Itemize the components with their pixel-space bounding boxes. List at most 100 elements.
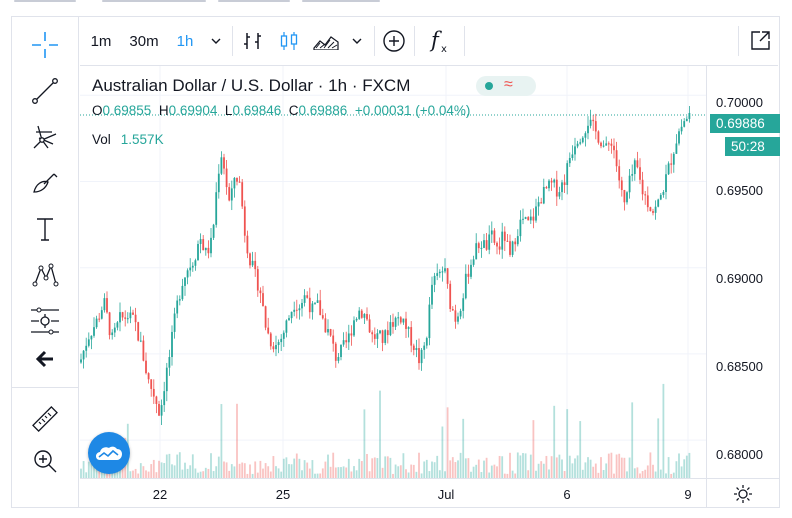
candle-body <box>139 340 142 342</box>
volume-bar <box>579 421 582 478</box>
volume-bar <box>251 473 254 478</box>
area-chart-button[interactable] <box>310 17 342 65</box>
price-chart[interactable] <box>80 66 706 478</box>
symbol-title[interactable]: Australian Dollar / U.S. Dollar · 1h · F… <box>92 76 411 95</box>
candle-body <box>275 345 277 350</box>
tradingview-logo[interactable] <box>88 432 130 474</box>
volume-bar <box>444 471 446 478</box>
candle-body <box>332 335 335 344</box>
bar-chart-button[interactable] <box>238 17 268 65</box>
volume-bar <box>243 463 246 478</box>
candle-body <box>124 317 127 319</box>
volume-bar <box>542 463 545 478</box>
interval-dropdown[interactable] <box>204 17 228 65</box>
ruler-tool[interactable] <box>12 399 78 439</box>
pattern-icon <box>32 263 59 287</box>
candle-body <box>82 350 85 360</box>
volume-bar <box>82 461 85 478</box>
candle-body <box>194 260 197 266</box>
volume-bar <box>662 383 665 478</box>
volume-bar <box>353 466 355 478</box>
candle-body <box>217 173 220 193</box>
volume-bar <box>496 466 498 478</box>
interval-30m[interactable]: 30m <box>122 17 166 65</box>
volume-bar <box>371 458 374 478</box>
brush-tool[interactable] <box>12 163 78 203</box>
sidebar-divider <box>12 387 78 388</box>
candle-body <box>514 241 517 245</box>
volume-bar <box>264 463 267 478</box>
volume-bar <box>207 468 210 478</box>
volume-bar <box>451 457 454 478</box>
candle-body <box>462 298 465 311</box>
time-axis-label: 25 <box>275 487 291 502</box>
volume-bar <box>675 461 678 478</box>
candle-body <box>558 192 561 197</box>
candle-body <box>384 330 387 343</box>
volume-bar <box>269 471 272 478</box>
volume-bar <box>633 468 636 478</box>
zoom-tool[interactable] <box>12 441 78 481</box>
volume-bar <box>623 457 626 478</box>
crosshair-tool[interactable] <box>12 25 78 65</box>
fullscreen-button[interactable] <box>742 17 778 65</box>
interval-1h[interactable]: 1h <box>168 17 202 65</box>
candles-button[interactable] <box>274 17 304 65</box>
volume-bar <box>238 463 241 478</box>
candle-body <box>111 332 114 336</box>
volume-bar <box>459 452 462 478</box>
candle-body <box>540 202 543 204</box>
candle-body <box>207 247 210 254</box>
interval-1m[interactable]: 1m <box>84 17 118 65</box>
candle-body <box>90 335 93 340</box>
candle-body <box>574 146 576 155</box>
toolbar-divider <box>738 26 739 56</box>
volume-bar <box>171 464 173 478</box>
chart-settings-button[interactable] <box>706 478 779 508</box>
toolbar-divider <box>232 26 233 56</box>
candle-body <box>659 194 662 200</box>
volume-bar <box>241 462 244 478</box>
time-axis[interactable] <box>80 478 706 508</box>
chart-type-dropdown[interactable] <box>346 17 368 65</box>
candle-body <box>683 121 686 127</box>
text-tool[interactable] <box>12 209 78 249</box>
candle-body <box>532 216 535 221</box>
pattern-tool[interactable] <box>12 255 78 295</box>
candle-body <box>228 187 231 201</box>
volume-bar <box>574 458 576 478</box>
volume-bar <box>522 453 524 478</box>
candle-body <box>587 125 589 134</box>
volume-bar <box>295 453 298 478</box>
volume-bar <box>506 473 509 478</box>
candle-body <box>363 313 366 318</box>
price-axis[interactable] <box>706 66 779 478</box>
candle-body <box>264 306 267 328</box>
volume-bar <box>618 453 621 478</box>
measure-levels-tool[interactable] <box>12 301 78 341</box>
volume-bar <box>168 453 171 478</box>
volume-bar <box>233 466 236 478</box>
volume-bars <box>80 383 691 478</box>
volume-bar <box>441 426 444 478</box>
candle-body <box>610 143 613 146</box>
compare-button[interactable] <box>378 17 410 65</box>
market-status-badge: ≈ <box>476 76 536 96</box>
brush-icon <box>33 173 58 193</box>
candle-body <box>550 180 553 183</box>
candle-body <box>376 333 379 339</box>
candle-body <box>353 320 355 336</box>
crosshair-icon <box>32 32 58 58</box>
volume-bar <box>678 453 680 478</box>
trendline-tool[interactable] <box>12 71 78 111</box>
fullscreen-icon <box>751 31 770 50</box>
volume-bar <box>672 472 675 478</box>
volume-bar <box>85 472 88 478</box>
candle-body <box>199 239 202 244</box>
pitchfork-tool[interactable] <box>12 117 78 157</box>
volume-bar <box>680 466 683 478</box>
back-button[interactable] <box>12 339 78 379</box>
